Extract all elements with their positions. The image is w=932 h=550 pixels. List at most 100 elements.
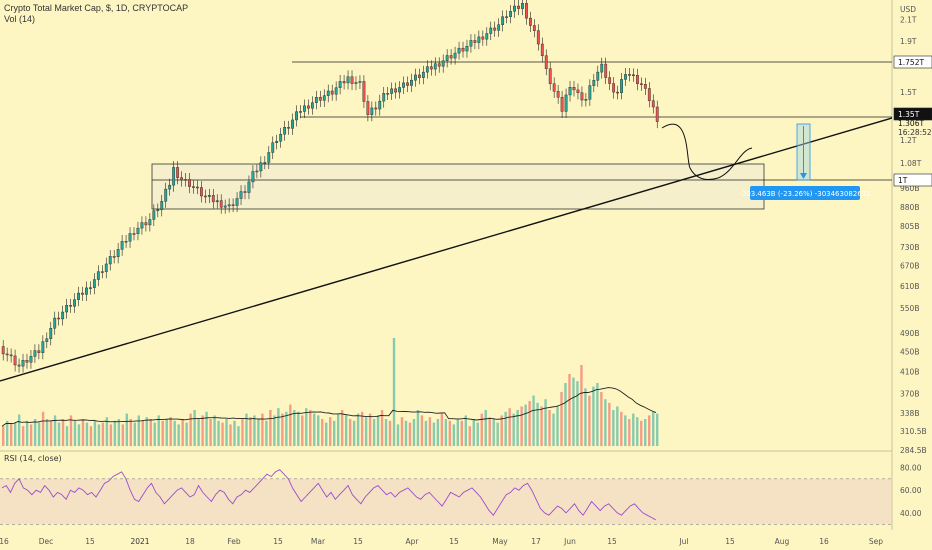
volume-bar — [656, 413, 659, 446]
candle — [528, 17, 532, 26]
volume-bar — [480, 413, 483, 446]
candle — [564, 94, 568, 112]
candle — [219, 200, 223, 208]
candle — [544, 55, 548, 69]
volume-bar — [348, 419, 352, 446]
candle — [485, 33, 489, 40]
candle — [358, 81, 362, 83]
candle — [540, 43, 544, 56]
volume-bar — [317, 415, 320, 446]
time-tick-label: 18 — [185, 537, 195, 546]
volume-bar — [548, 410, 551, 446]
candle — [632, 74, 635, 77]
volume-bar — [21, 426, 25, 446]
volume-bar — [572, 377, 575, 446]
candle — [501, 16, 505, 25]
volume-bar — [340, 410, 344, 446]
candle — [61, 311, 65, 320]
candle — [421, 71, 425, 78]
volume-bar — [388, 420, 392, 446]
rsi-tick-label: 60.00 — [900, 486, 922, 495]
candle — [275, 140, 279, 143]
price-tick-label: 1.2T — [900, 136, 917, 145]
candle — [469, 40, 473, 47]
volume-bar — [396, 424, 400, 446]
projection-path — [661, 123, 753, 181]
time-tick-label: Feb — [227, 537, 241, 546]
candle — [600, 63, 604, 73]
candle — [120, 241, 124, 250]
current-price-label: 1.306T — [898, 119, 924, 128]
volume-bar — [468, 426, 471, 446]
candle — [453, 52, 457, 59]
price-tick-label: 1.5T — [900, 88, 917, 97]
volume-bar — [532, 395, 535, 446]
volume-bar — [193, 410, 196, 446]
volume-bar — [456, 419, 460, 446]
time-tick-label: 15 — [607, 537, 617, 546]
candle — [461, 47, 465, 52]
countdown-label: 16:28:52 — [898, 128, 932, 137]
volume-bar — [297, 411, 300, 446]
volume-bar — [157, 415, 160, 446]
candle — [283, 127, 287, 135]
volume-bar — [113, 420, 117, 446]
volume-bar — [520, 406, 523, 446]
candle — [5, 353, 9, 356]
candle — [592, 80, 596, 86]
candle — [192, 186, 195, 188]
volume-bar — [93, 420, 97, 446]
candle — [536, 30, 540, 45]
time-tick-label: 15 — [725, 537, 735, 546]
candle — [362, 81, 366, 102]
candle — [144, 222, 148, 226]
time-tick-label: Apr — [406, 537, 420, 546]
level-price-tag-box — [893, 107, 932, 121]
candle — [330, 90, 334, 95]
candle — [517, 5, 520, 9]
volume-bar — [448, 420, 452, 446]
volume-bar — [560, 392, 563, 446]
candle — [184, 179, 187, 181]
volume-bar — [648, 415, 651, 446]
volume-bar — [464, 415, 467, 446]
time-tick-label: 2021 — [130, 537, 149, 546]
volume-bar — [644, 419, 647, 446]
price-tick-label: 880B — [900, 203, 919, 212]
candle — [378, 100, 382, 110]
candle — [112, 256, 116, 258]
candle — [370, 107, 374, 115]
price-tick-label: 1.08T — [900, 159, 922, 168]
candle — [176, 167, 180, 178]
volume-bar — [105, 417, 109, 446]
volume-bar — [452, 424, 456, 446]
volume-bar — [588, 395, 591, 446]
volume-bar — [628, 419, 631, 446]
volume-bar — [217, 420, 220, 446]
candle — [196, 186, 199, 189]
volume-bar — [305, 408, 308, 446]
candle — [104, 263, 108, 272]
volume-bar — [392, 338, 396, 446]
volume-bar — [356, 413, 360, 446]
volume-bar — [241, 419, 244, 446]
candle — [128, 233, 132, 242]
volume-bar — [336, 413, 340, 446]
time-tick-label: Jun — [563, 537, 576, 546]
volume-bar — [209, 419, 212, 446]
volume-bar — [584, 388, 587, 446]
candle — [160, 201, 164, 211]
candle — [651, 100, 655, 108]
volume-bar — [344, 415, 348, 446]
volume-bar — [428, 417, 432, 446]
candle — [525, 3, 528, 19]
resistance-price-tag: 1.752T — [898, 58, 924, 67]
volume-bar — [632, 413, 635, 446]
volume-bar — [61, 419, 65, 446]
rsi-band — [0, 478, 892, 525]
volume-bar — [636, 417, 639, 446]
volume-bar — [376, 415, 380, 446]
volume-bar — [205, 411, 208, 446]
